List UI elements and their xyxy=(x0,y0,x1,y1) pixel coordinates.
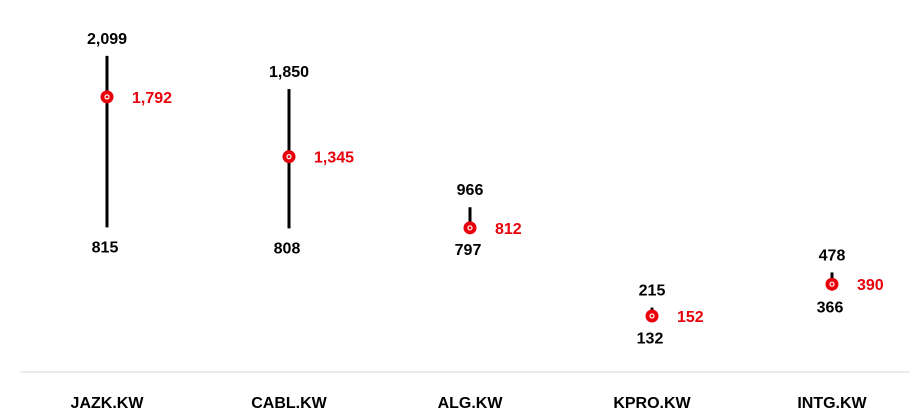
category-label: JAZK.KW xyxy=(71,395,145,411)
current-dot-center xyxy=(829,281,835,287)
low-label: 132 xyxy=(637,331,664,348)
category-label: CABL.KW xyxy=(251,395,327,411)
current-dot xyxy=(825,277,839,291)
category-label: ALG.KW xyxy=(438,395,504,411)
low-label: 797 xyxy=(455,242,482,259)
current-dot-center xyxy=(649,313,655,319)
current-label: 1,345 xyxy=(314,150,354,167)
current-dot xyxy=(100,90,114,104)
low-label: 366 xyxy=(817,299,844,316)
current-label: 812 xyxy=(495,221,522,238)
category-label: KPRO.KW xyxy=(613,395,691,411)
high-label: 966 xyxy=(457,182,484,199)
current-dot xyxy=(282,150,296,164)
current-label: 152 xyxy=(677,309,704,326)
current-dot-center xyxy=(467,225,473,231)
high-label: 215 xyxy=(639,283,666,300)
current-dot xyxy=(463,221,477,235)
category-label: INTG.KW xyxy=(797,395,867,411)
low-label: 808 xyxy=(274,240,301,257)
low-label: 815 xyxy=(92,239,119,256)
high-label: 2,099 xyxy=(87,31,127,48)
current-label: 390 xyxy=(857,277,884,294)
high-label: 1,850 xyxy=(269,64,309,81)
current-label: 1,792 xyxy=(132,90,172,107)
current-dot-center xyxy=(104,94,110,100)
high-label: 478 xyxy=(819,247,846,264)
current-dot xyxy=(645,309,659,323)
current-dot-center xyxy=(286,154,292,160)
